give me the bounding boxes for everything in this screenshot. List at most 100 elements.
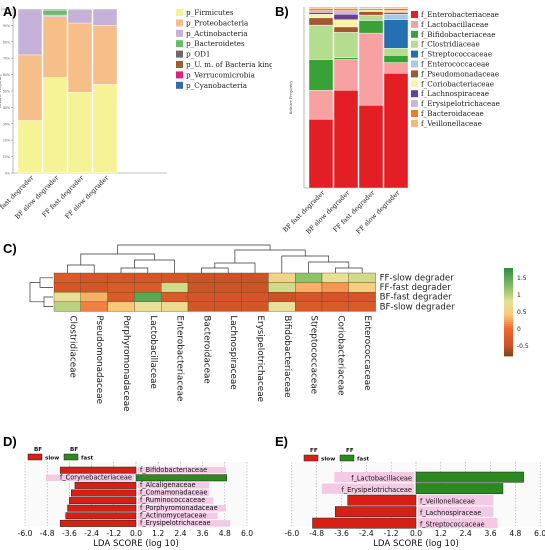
chart-b-legend-label: f_Pseudomonadaceae <box>421 69 499 78</box>
panel-label-c: C) <box>3 241 17 256</box>
heatmap-cell <box>268 301 296 312</box>
chart-e-lda-bar <box>335 506 417 518</box>
heatmap-cell <box>295 301 323 312</box>
colorbar-segment <box>504 284 513 287</box>
chart-b-bar-segment <box>308 17 334 26</box>
heatmap-cell <box>134 292 162 303</box>
chart-e-x-axis-label: LDA SCORE (log 10) <box>373 539 459 549</box>
chart-b-legend-label: f_Bifidobacteriaceae <box>421 30 495 39</box>
chart-e-lda-bar <box>415 471 524 483</box>
heatmap-cell <box>107 301 135 312</box>
colorbar-segment <box>504 278 513 281</box>
chart-e-legend-swatch <box>303 454 319 462</box>
colorbar-segment <box>504 296 513 299</box>
chart-d-x-tick-label: 4.8 <box>219 529 231 538</box>
chart-b-bar-segment <box>383 73 409 189</box>
chart-a-bar-segment <box>42 77 68 174</box>
chart-b-bar-segment <box>333 90 359 189</box>
heatmap-cell <box>134 272 162 283</box>
chart-b-bar-segment <box>383 8 409 11</box>
heatmap-cell <box>134 301 162 312</box>
heatmap-cell <box>295 282 323 293</box>
heatmap-column-label: Coriobacteriaceae <box>335 315 345 395</box>
chart-d-x-tick-label: -6.0 <box>18 529 33 538</box>
chart-a-y-tick-label: 80% <box>3 40 10 44</box>
chart-d-bar-label: f_Ruminococcaceae <box>140 496 205 504</box>
chart-a-stacked-phylum: 0% 10% 20% 30% 40% 50% 60% 70% 80% 90% 100% Relativ… <box>0 8 272 221</box>
chart-e-bar-label: f_Streptococcaceae <box>420 521 485 529</box>
chart-a-legend-swatch <box>176 50 183 58</box>
chart-a-legend-label: p_OD1 <box>186 50 210 59</box>
chart-e-x-tick-label: 6.0 <box>534 529 545 538</box>
chart-d-label-highlight <box>46 474 134 481</box>
chart-e-lda-bar <box>347 494 417 506</box>
chart-b-legend-swatch <box>411 60 418 68</box>
dendrogram-branch <box>201 267 229 273</box>
chart-d-legend-swatch <box>27 453 43 461</box>
chart-a-legend-swatch <box>176 29 183 37</box>
chart-b-legend-swatch <box>411 11 418 18</box>
chart-d-lda-bar <box>67 504 137 512</box>
heatmap-cell <box>214 292 242 303</box>
chart-e-bar-label: f_Lachnospiraceae <box>420 509 481 517</box>
colorbar-segment <box>504 282 513 285</box>
heatmap-cell <box>107 282 135 293</box>
heatmap-cell <box>214 272 242 283</box>
colorbar-segment <box>504 344 513 347</box>
chart-e-bar-label: f_Erysipelotrichaceae <box>341 486 412 494</box>
chart-b-legend-label: f_Erysipelotrichaceae <box>421 99 500 108</box>
heatmap-cell <box>160 301 189 312</box>
colorbar-segment <box>504 318 513 321</box>
chart-a-bar-segment <box>92 25 118 85</box>
heatmap-column-label: Lachnospiraceae <box>228 315 238 389</box>
heatmap-column-label: Pseudomonadaceae <box>94 315 104 404</box>
chart-b-bar-segment <box>308 12 334 15</box>
chart-d-lda-bar <box>71 489 137 497</box>
chart-d-label-highlight <box>138 467 226 474</box>
heatmap-column-label: Enterococcaceae <box>362 315 372 390</box>
colorbar-segment <box>504 276 513 279</box>
chart-a-y-tick-label: 90% <box>3 24 10 28</box>
dendrogram-branch <box>80 253 155 265</box>
chart-a-bar-segment <box>92 8 118 26</box>
colorbar-segment <box>504 324 513 327</box>
chart-b-legend-swatch <box>411 30 418 38</box>
chart-e-lda-bar <box>312 517 417 529</box>
chart-a-legend-label: p_Proteobacteria <box>186 18 249 27</box>
chart-e-x-tick-label: 3.6 <box>484 529 496 538</box>
chart-d-bar-label: f_Actinomycetaceae <box>140 511 207 519</box>
chart-b-bar-segment <box>383 12 409 15</box>
heatmap-column-label: Porphyromonadaceae <box>121 315 131 411</box>
chart-e-bar-label: f_Lactobacillaceae <box>351 475 412 483</box>
chart-a-legend-label: p_Firmicutes <box>186 8 234 17</box>
heatmap-cell <box>268 272 296 283</box>
chart-a-bar-segment <box>17 8 43 56</box>
dendrogram-branch <box>308 261 350 273</box>
heatmap-cell <box>80 282 108 293</box>
heatmap-column-label: Bifidobacteriaceae <box>282 315 292 397</box>
colorbar-segment <box>504 290 513 293</box>
colorbar-tick-label: 0 <box>517 326 521 333</box>
chart-b-bar-segment <box>333 8 359 11</box>
chart-d-bar-label: f_Comamonadaceae <box>140 489 207 497</box>
chart-a-legend-swatch <box>176 81 183 89</box>
chart-b-bar-segment <box>333 57 359 60</box>
heatmap-cell <box>241 292 269 303</box>
chart-a-bar-segment <box>17 54 43 121</box>
colorbar-segment <box>504 350 513 353</box>
chart-a-y-tick-label: 40% <box>3 106 10 110</box>
chart-b-bar-segment <box>358 20 384 34</box>
chart-b-bar-segment <box>333 14 359 20</box>
chart-b-legend-swatch <box>411 40 418 48</box>
chart-e-x-tick-label: -4.8 <box>309 529 324 538</box>
colorbar-segment <box>504 292 513 295</box>
chart-d-bar-label: f_Bifidobacteriaceae <box>140 466 207 474</box>
heatmap-column-label: Clostridiaceae <box>67 315 77 378</box>
colorbar-segment <box>504 280 513 283</box>
chart-e-x-tick-label: 4.8 <box>509 529 521 538</box>
colorbar-segment <box>504 330 513 333</box>
chart-d-bar-label: f_Corynebacteriaceae <box>60 473 132 481</box>
heatmap-cell <box>295 272 323 283</box>
chart-a-legend-label: p_U. m. of Bacteria kingdom <box>186 60 272 69</box>
dendrogram-branch <box>120 267 149 273</box>
